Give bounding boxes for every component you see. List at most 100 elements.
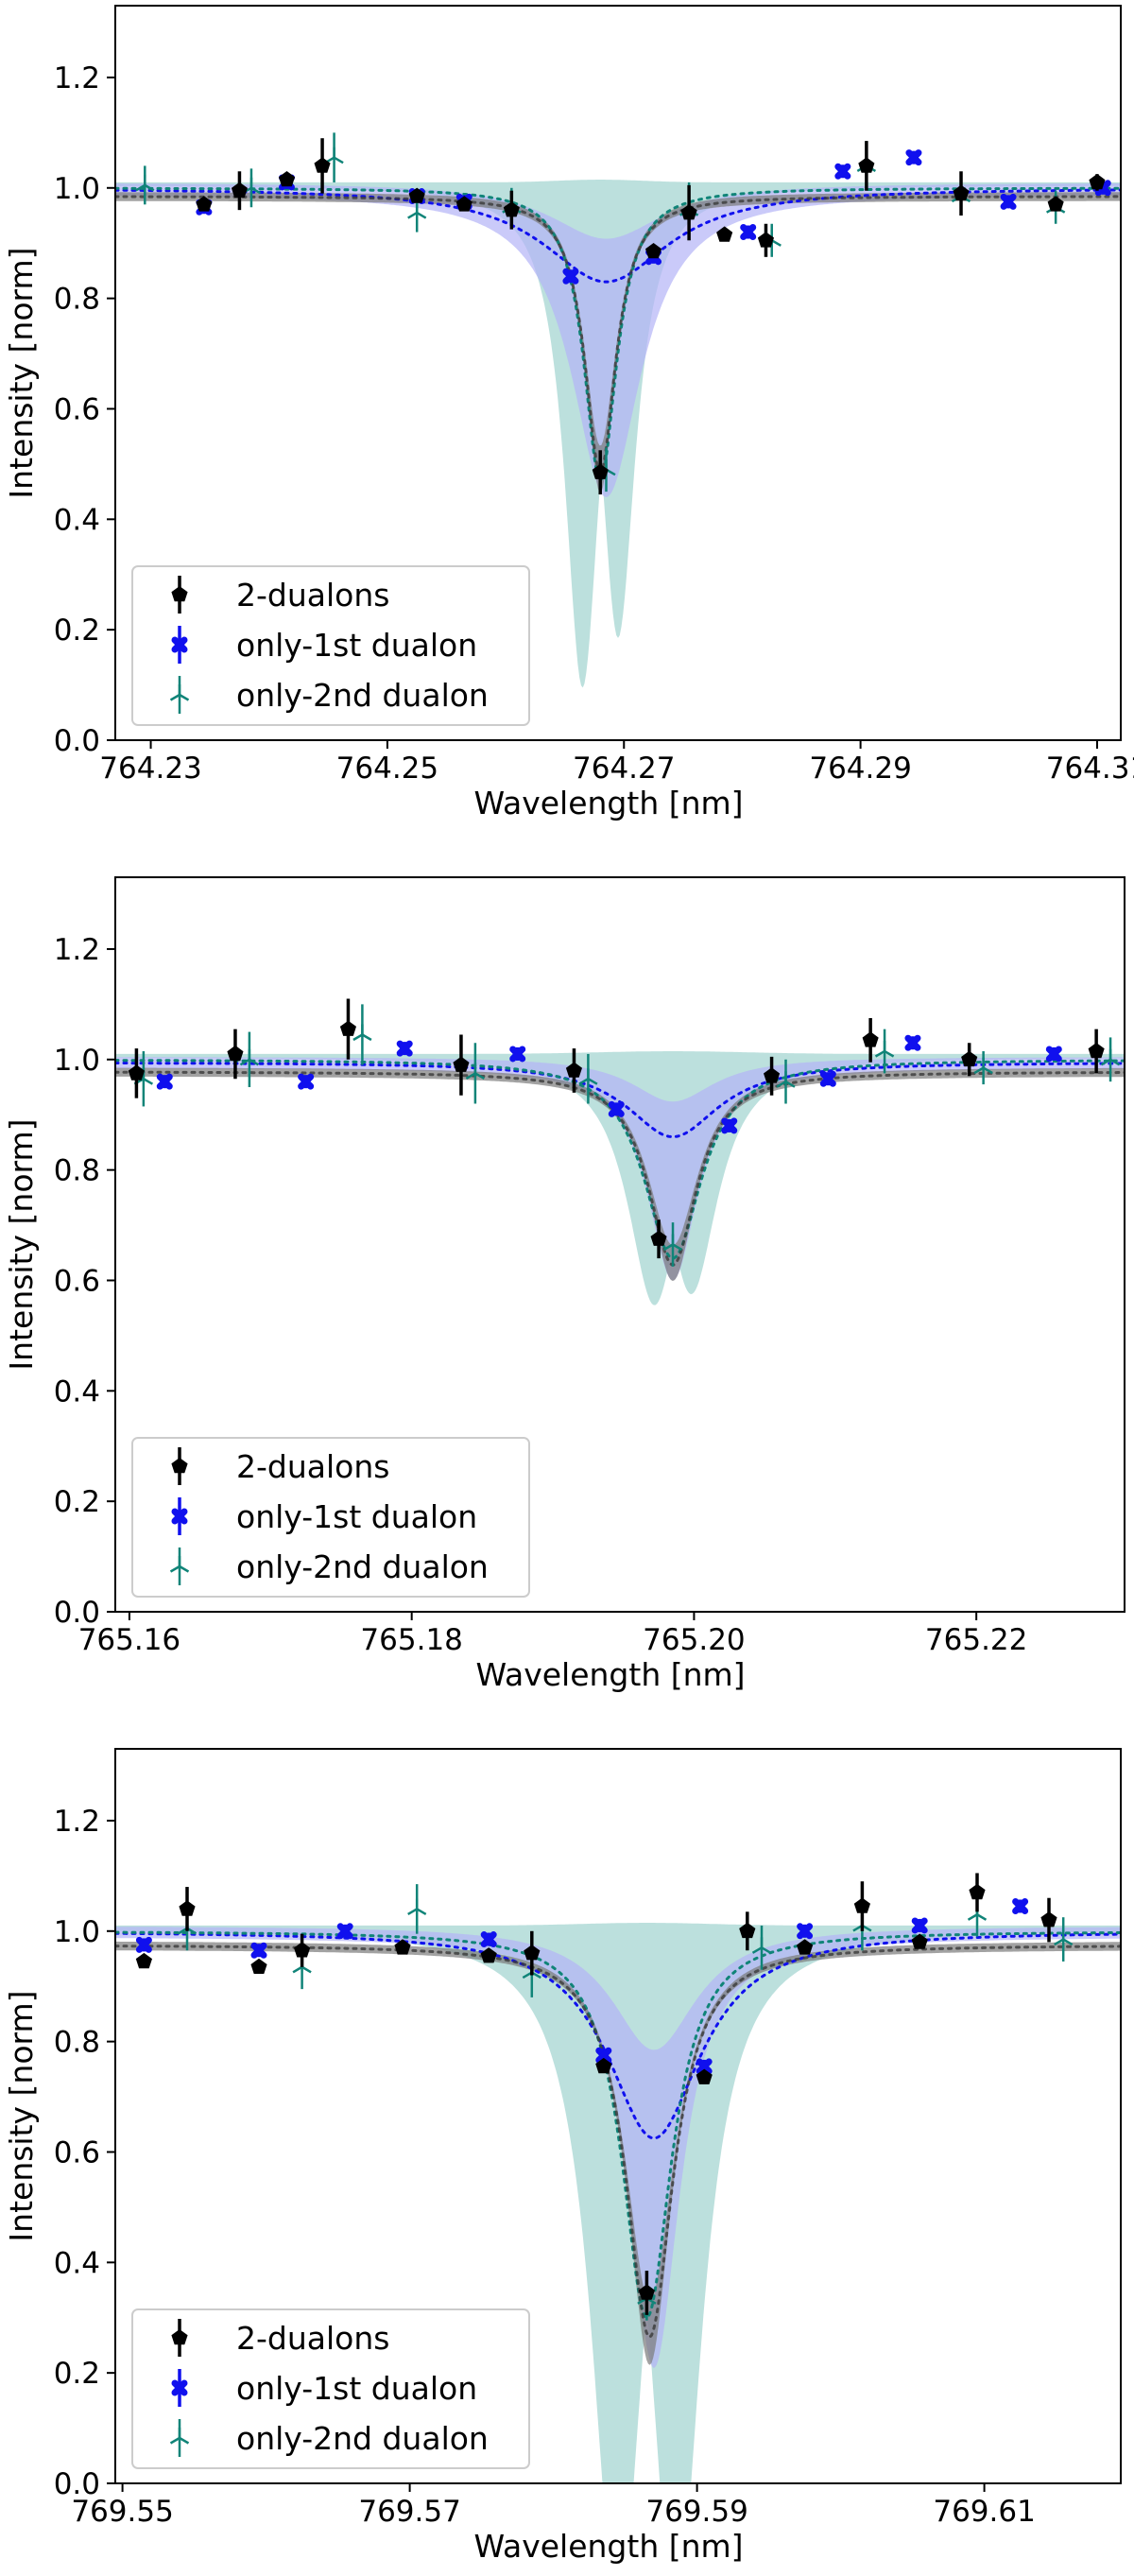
- data-point: [1089, 173, 1106, 190]
- data-point: [509, 1046, 526, 1063]
- data-point: [1000, 193, 1017, 210]
- data-point: [156, 1073, 173, 1090]
- data-point: [294, 1942, 311, 1958]
- data-point: [1045, 1046, 1062, 1063]
- data-point: [239, 1048, 260, 1066]
- data-point: [721, 1117, 738, 1134]
- data-point: [298, 1073, 315, 1090]
- y-tick-label: 0.2: [54, 2357, 100, 2391]
- band-only-1st-dualon: [115, 1927, 1121, 2368]
- data-point: [680, 204, 697, 220]
- x-axis-label: Wavelength [nm]: [475, 1656, 745, 1693]
- data-point: [227, 1045, 244, 1062]
- x-tick-label: 769.57: [358, 2495, 460, 2529]
- data-point: [480, 1947, 497, 1963]
- data-point: [250, 1942, 267, 1959]
- y-axis-label: Intensity [norm]: [3, 1118, 40, 1370]
- data-point: [1054, 1928, 1074, 1946]
- band-only-2nd-dualon: [115, 1923, 1121, 2483]
- series-x: [156, 1034, 1062, 1134]
- y-tick-label: 0.8: [54, 2026, 100, 2060]
- data-point: [973, 1057, 993, 1075]
- data-point: [904, 1034, 921, 1051]
- y-tick-label: 0.4: [54, 1374, 100, 1409]
- legend-marker: [169, 1556, 190, 1573]
- data-point: [135, 1952, 152, 1969]
- data-point: [196, 196, 213, 212]
- plot-area: [115, 180, 1121, 688]
- y-tick-label: 0.8: [54, 1154, 100, 1188]
- legend: 2-dualons only-1st dualon only-2nd dualon: [131, 1437, 530, 1598]
- y-tick-label: 0.2: [54, 614, 100, 648]
- y-axis-label: Intensity [norm]: [3, 1990, 40, 2241]
- axes-frame: [114, 876, 1125, 1613]
- chart-panel: 764.23 764.25 764.27 764.29 764.31 0.0 0.2 0.4 0…: [3, 5, 1134, 821]
- data-point: [128, 1064, 145, 1081]
- data-point: [453, 1056, 470, 1072]
- series-pentagon: [135, 1873, 1057, 2315]
- data-point: [179, 1900, 196, 1916]
- data-point: [407, 202, 427, 219]
- x-tick-label: 764.31: [1046, 752, 1134, 786]
- data-point: [1012, 1898, 1029, 1914]
- legend-entry: only-2nd dualon: [236, 1548, 489, 1585]
- y-tick-label: 1.2: [54, 61, 100, 95]
- data-point: [562, 268, 579, 285]
- data-point: [716, 226, 733, 242]
- data-point: [250, 1958, 267, 1974]
- model-curve-2-dualons: [115, 1070, 1125, 1267]
- legend-marker: [171, 1508, 188, 1525]
- data-point: [595, 2047, 612, 2064]
- data-point: [595, 2057, 612, 2074]
- data-point: [592, 463, 609, 479]
- data-point: [650, 1230, 667, 1246]
- legend-entry: only-2nd dualon: [236, 2420, 489, 2457]
- data-point: [1088, 1043, 1105, 1059]
- data-point: [1100, 1048, 1121, 1066]
- data-point: [407, 1898, 427, 1915]
- y-tick-label: 0.6: [54, 2135, 100, 2170]
- legend-entry: 2-dualons: [236, 2320, 389, 2357]
- legend-box: [131, 2308, 530, 2469]
- y-tick-label: 1.0: [54, 1044, 100, 1078]
- data-point: [408, 187, 425, 203]
- y-tick-label: 1.0: [54, 1915, 100, 1949]
- data-point: [524, 1945, 541, 1961]
- chart-panel: 765.16 765.18 765.20 765.22 0.0 0.2 0.4 0.6 0.8 1…: [3, 876, 1125, 1693]
- legend-marker: [171, 586, 188, 602]
- y-tick-label: 1.2: [54, 1805, 100, 1839]
- chart-panel: 769.55 769.57 769.59 769.61 0.0 0.2 0.4 0.6 0.8 1…: [3, 1748, 1122, 2565]
- data-point: [969, 1883, 986, 1900]
- data-point: [455, 196, 472, 212]
- y-tick-label: 0.4: [54, 2246, 100, 2280]
- legend-marker: [171, 2329, 188, 2345]
- series-tri: [133, 1004, 1121, 1267]
- model-curve-only-2nd-dualon: [115, 186, 1121, 482]
- data-point: [874, 1040, 895, 1058]
- x-axis-label: Wavelength [nm]: [473, 785, 743, 821]
- data-point: [638, 2284, 655, 2300]
- x-tick-label: 765.16: [78, 1623, 180, 1657]
- y-tick-label: 1.0: [54, 172, 100, 206]
- data-point: [797, 1939, 814, 1955]
- legend-entry: only-1st dualon: [236, 2370, 477, 2407]
- x-axis-label: Wavelength [nm]: [473, 2528, 743, 2565]
- data-point: [339, 1020, 356, 1036]
- x-tick-label: 769.61: [933, 2495, 1035, 2529]
- data-point: [135, 1936, 152, 1953]
- data-point: [565, 1062, 582, 1078]
- x-tick-label: 765.22: [925, 1623, 1027, 1657]
- data-point: [645, 243, 662, 259]
- legend-entry: 2-dualons: [236, 1448, 389, 1485]
- data-point: [662, 1234, 683, 1252]
- y-tick-label: 0.0: [54, 2467, 100, 2501]
- legend-marker: [171, 636, 188, 653]
- data-point: [231, 182, 248, 198]
- model-curve-only-1st-dualon: [115, 1931, 1121, 2140]
- series-pentagon: [128, 998, 1105, 1259]
- axes-frame: [114, 1748, 1122, 2484]
- legend: 2-dualons only-1st dualon only-2nd dualon: [131, 565, 530, 726]
- data-point: [905, 149, 922, 166]
- model-curve-only-2nd-dualon: [115, 1059, 1125, 1260]
